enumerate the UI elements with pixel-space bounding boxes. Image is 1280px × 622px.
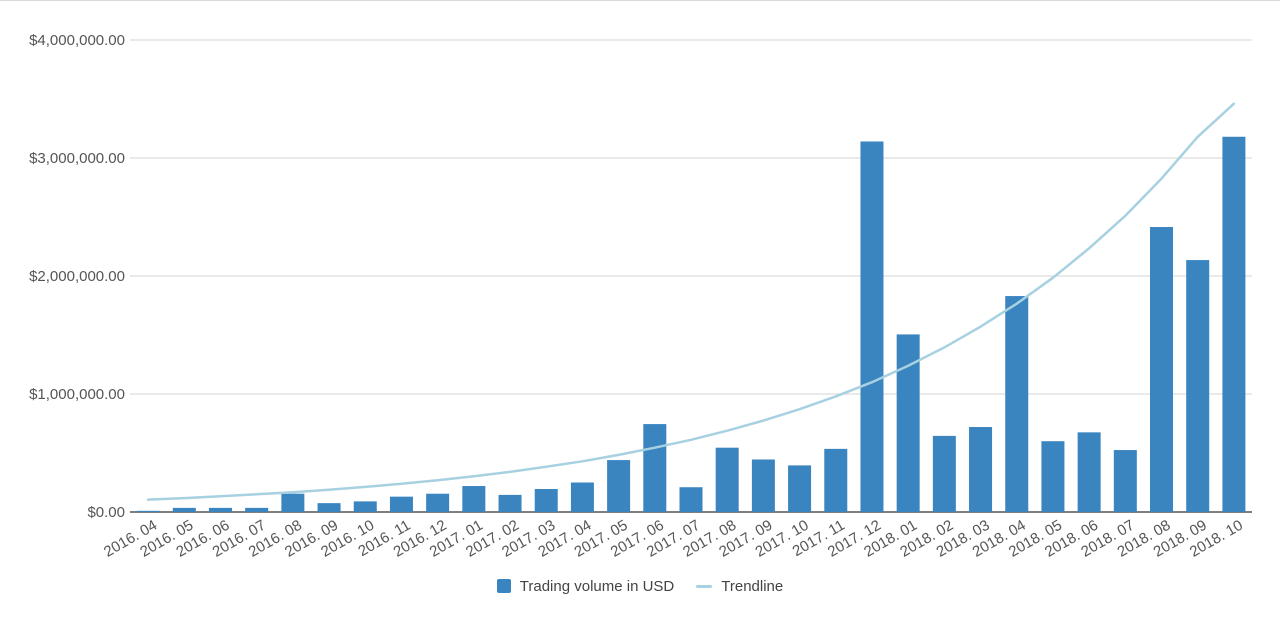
y-tick-label: $1,000,000.00: [29, 386, 125, 403]
y-tick-label: $0.00: [87, 504, 125, 521]
legend-item-volume[interactable]: Trading volume in USD: [496, 577, 675, 595]
bar[interactable]: [824, 448, 848, 512]
legend-label: Trendline: [721, 577, 784, 595]
bar[interactable]: [570, 482, 594, 513]
bar[interactable]: [896, 334, 920, 512]
bar[interactable]: [715, 447, 739, 512]
bar[interactable]: [1186, 260, 1210, 512]
bar[interactable]: [1041, 441, 1065, 512]
bar[interactable]: [389, 496, 413, 512]
bar[interactable]: [172, 507, 196, 512]
y-tick-label: $2,000,000.00: [29, 268, 125, 285]
bar[interactable]: [498, 494, 522, 512]
bar[interactable]: [1005, 296, 1029, 512]
legend-swatch-bar: [496, 579, 511, 593]
bar[interactable]: [788, 465, 812, 512]
bar-series: [136, 136, 1246, 513]
bar[interactable]: [281, 493, 305, 512]
y-tick-label: $4,000,000.00: [29, 32, 125, 49]
bar[interactable]: [136, 510, 160, 512]
y-tick-label: $3,000,000.00: [29, 150, 125, 167]
bar[interactable]: [1150, 227, 1174, 512]
trendline: [146, 102, 1236, 501]
bar[interactable]: [1077, 432, 1101, 512]
bar[interactable]: [643, 424, 667, 512]
bar[interactable]: [932, 435, 956, 512]
bar[interactable]: [679, 487, 703, 512]
legend-item-trendline[interactable]: Trendline: [696, 578, 783, 595]
bar[interactable]: [426, 493, 450, 512]
trendline-series: [146, 102, 1236, 501]
legend-swatch-line: [696, 584, 713, 588]
bar[interactable]: [751, 459, 775, 512]
bar[interactable]: [353, 501, 377, 512]
bar[interactable]: [245, 507, 269, 512]
legend: Trading volume in USD Trendline: [0, 575, 1280, 597]
legend-label: Trading volume in USD: [519, 577, 675, 595]
bar[interactable]: [1222, 136, 1246, 512]
bar[interactable]: [208, 507, 232, 512]
bar[interactable]: [534, 488, 558, 512]
bar[interactable]: [462, 486, 486, 512]
y-axis: $0.00 $1,000,000.00 $2,000,000.00 $3,000,00…: [29, 32, 125, 521]
bar[interactable]: [607, 460, 631, 512]
bar[interactable]: [317, 503, 341, 512]
top-border: [0, 0, 1280, 1]
bar[interactable]: [860, 141, 884, 513]
bar[interactable]: [1113, 450, 1137, 512]
bar[interactable]: [969, 427, 993, 512]
